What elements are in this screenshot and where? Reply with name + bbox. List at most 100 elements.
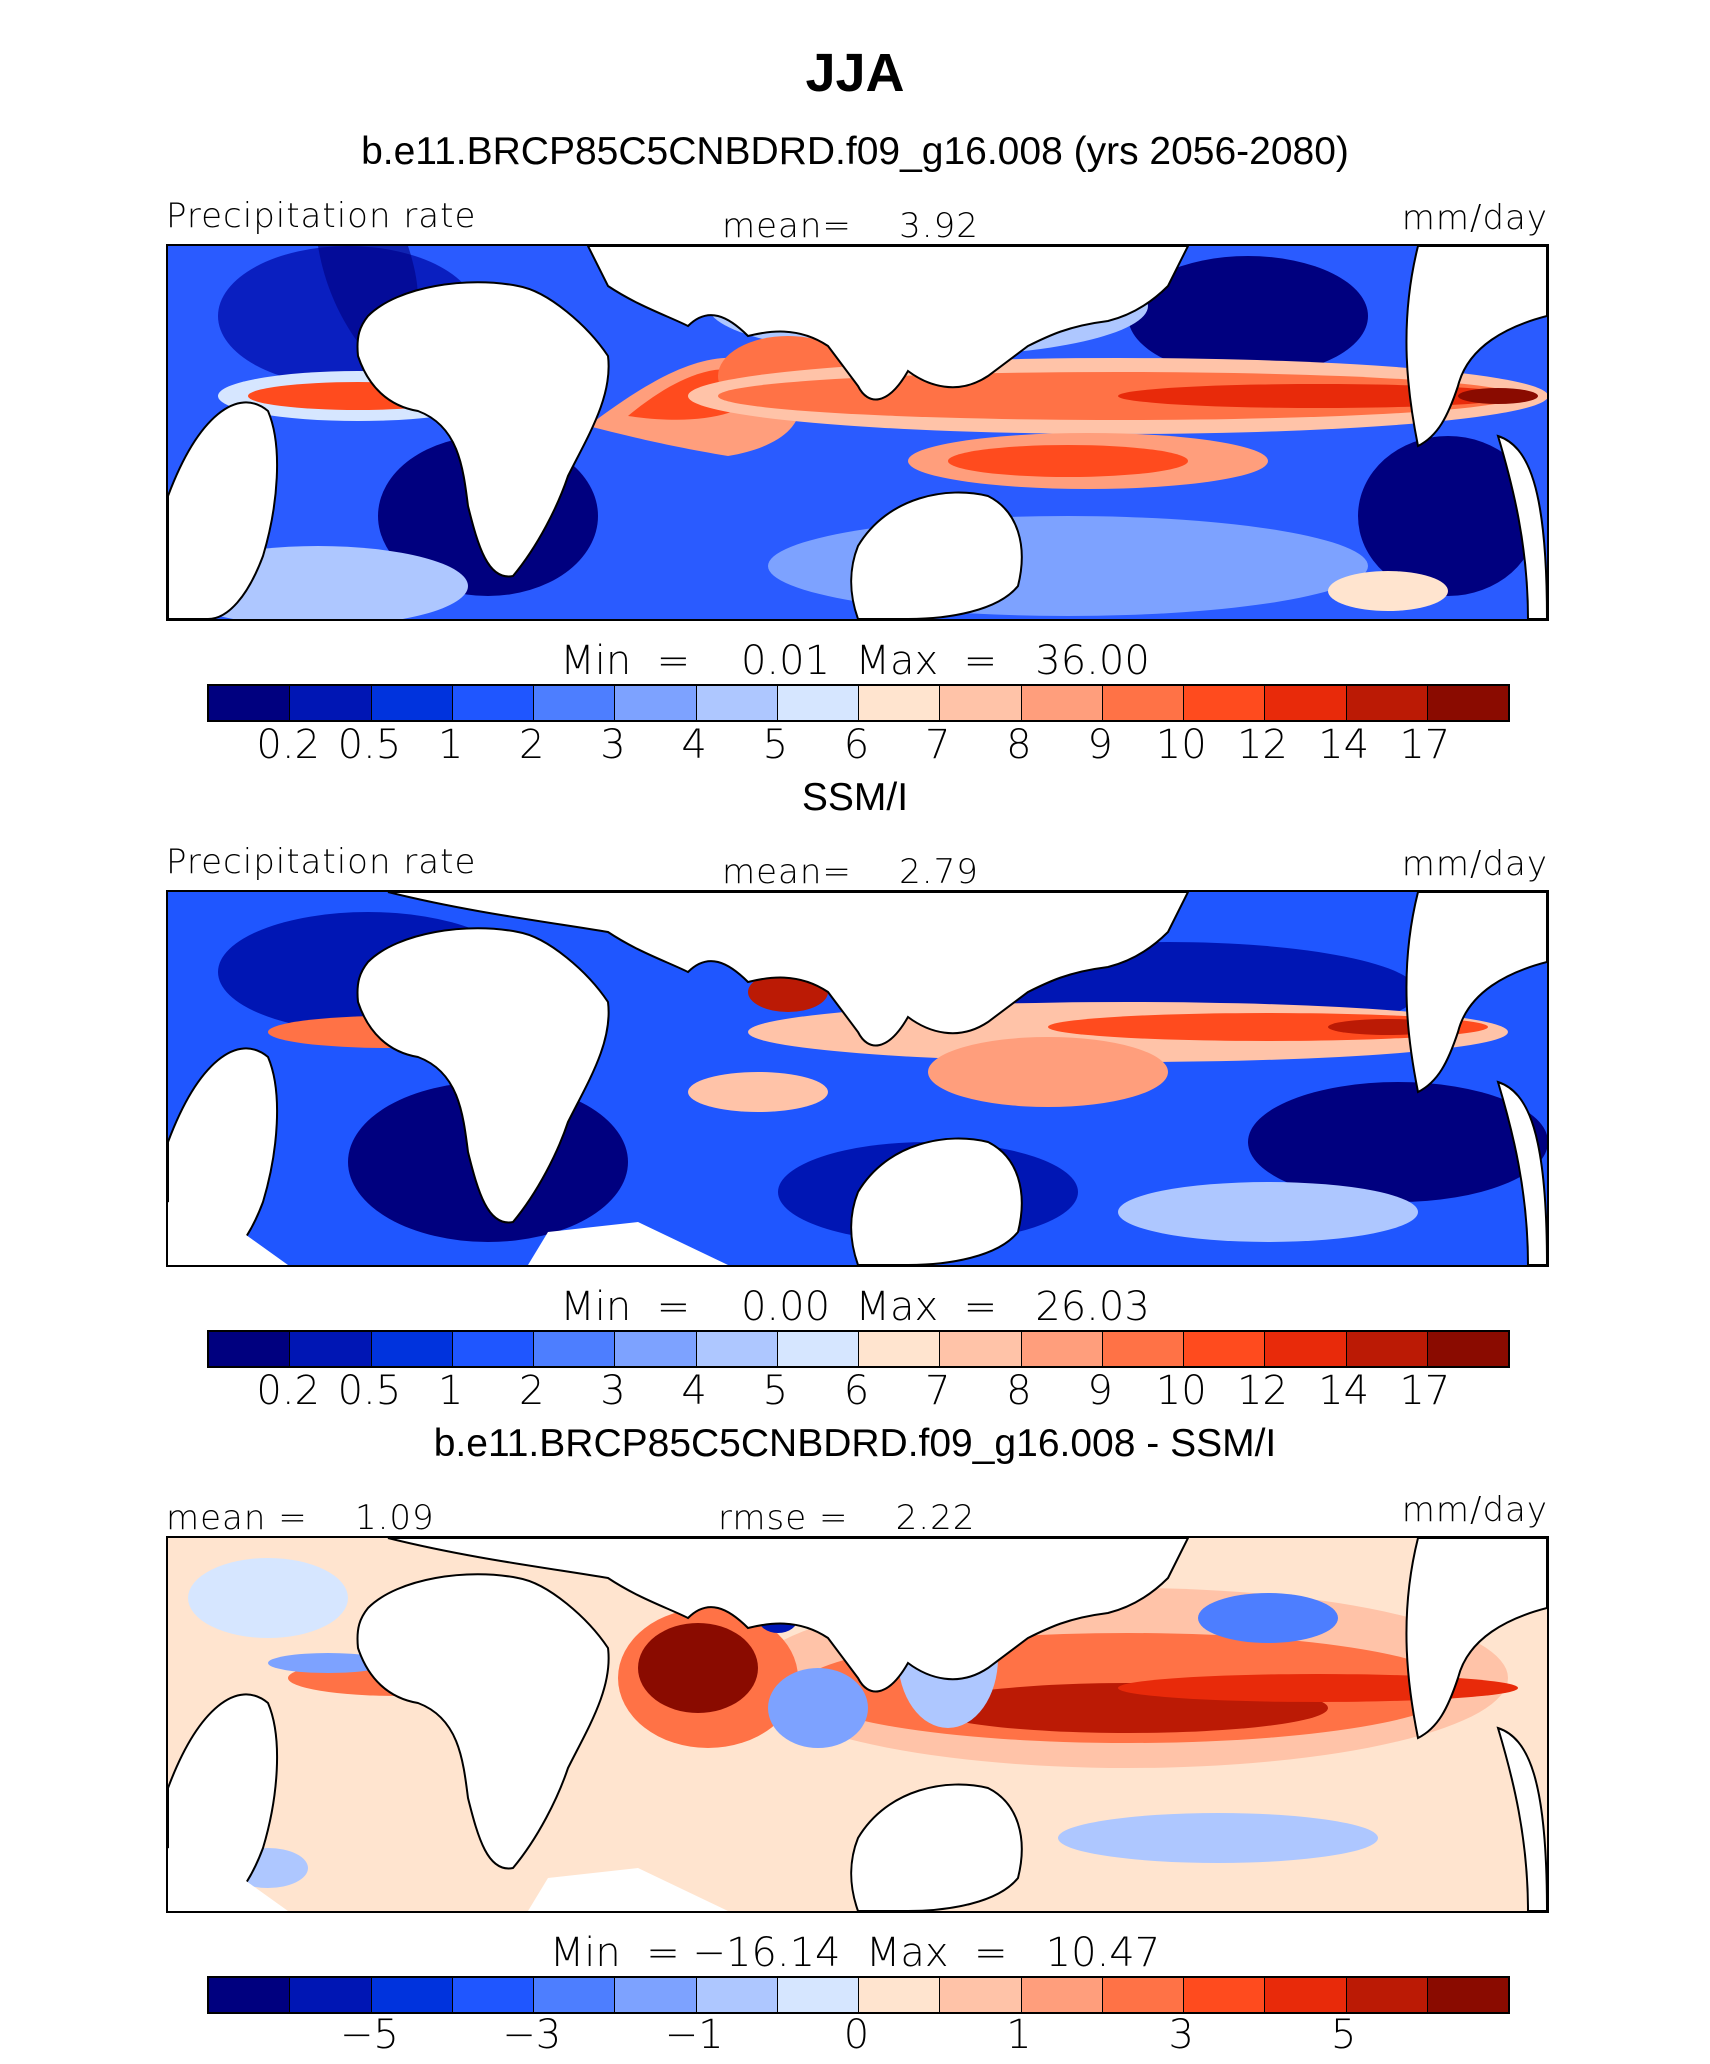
- colorbar-cell: [777, 686, 859, 720]
- colorbar-cell: [1184, 1978, 1266, 2012]
- colorbar-tick-label: 14: [1318, 722, 1370, 768]
- colorbar-tick-label: 0: [843, 2012, 870, 2058]
- colorbar-cell: [371, 1978, 453, 2012]
- panel1-mean-label: mean= 3.92: [722, 206, 979, 246]
- colorbar-tick-label: 7: [924, 1368, 951, 1414]
- figure-title: JJA: [805, 43, 905, 103]
- colorbar-tick-label: 3: [600, 722, 626, 768]
- colorbar-cell: [1102, 1978, 1184, 2012]
- panel2-mean-label: mean= 2.79: [722, 852, 979, 892]
- colorbar-cell: [777, 1332, 859, 1366]
- colorbar-cell: [290, 686, 372, 720]
- panel2-units-label: mm/day: [1401, 844, 1548, 884]
- colorbar-tick-label: 1: [437, 722, 464, 768]
- colorbar-cell: [452, 686, 534, 720]
- colorbar-cell: [696, 1332, 778, 1366]
- colorbar-tick-label: 5: [762, 722, 789, 768]
- panel1-heading: b.e11.BRCP85C5CNBDRD.f09_g16.008 (yrs 20…: [361, 130, 1349, 173]
- panel2-colorbar: [207, 1330, 1510, 1368]
- colorbar-tick-label: 8: [1006, 1368, 1032, 1414]
- colorbar-cell: [371, 686, 453, 720]
- colorbar-cell: [1102, 1332, 1184, 1366]
- colorbar-cell: [859, 1332, 941, 1366]
- colorbar-cell: [1184, 686, 1266, 720]
- panel1-left-label: Precipitation rate: [166, 196, 477, 236]
- colorbar-cell: [1102, 686, 1184, 720]
- panel3-minmax: Min = −16.14 Max = 10.47: [549, 1930, 1161, 1976]
- panel2-left-label: Precipitation rate: [166, 842, 477, 882]
- colorbar-tick-label: −3: [502, 2012, 562, 2058]
- colorbar-tick-label: 10: [1155, 722, 1207, 768]
- colorbar-cell: [290, 1978, 372, 2012]
- colorbar-tick-label: 1: [437, 1368, 464, 1414]
- colorbar-cell: [859, 1978, 941, 2012]
- colorbar-cell: [615, 1332, 697, 1366]
- colorbar-cell: [1346, 1332, 1428, 1366]
- colorbar-cell: [209, 686, 291, 720]
- colorbar-tick-label: 12: [1236, 1368, 1288, 1414]
- panel3-heading: b.e11.BRCP85C5CNBDRD.f09_g16.008 - SSM/I: [433, 1422, 1277, 1465]
- colorbar-cell: [940, 1978, 1022, 2012]
- colorbar-cell: [1021, 686, 1103, 720]
- panel3-map-svg: [168, 1538, 1547, 1911]
- colorbar-cell: [615, 1978, 697, 2012]
- colorbar-tick-label: 14: [1318, 1368, 1370, 1414]
- colorbar-cell: [371, 1332, 453, 1366]
- panel3-map: [166, 1536, 1549, 1913]
- colorbar-cell: [696, 686, 778, 720]
- colorbar-cell: [1184, 1332, 1266, 1366]
- colorbar-cell: [1265, 1978, 1347, 2012]
- colorbar-cell: [1265, 1332, 1347, 1366]
- colorbar-cell: [1021, 1332, 1103, 1366]
- panel1-colorbar-ticks: 0.2 0.5 1 2 3 4 5 6 7 8 9 10 12 14 17: [0, 722, 1710, 772]
- panel1-units-label: mm/day: [1401, 198, 1548, 238]
- colorbar-cell: [1346, 686, 1428, 720]
- panel2-map-svg: [168, 892, 1547, 1265]
- colorbar-tick-label: −1: [664, 2012, 724, 2058]
- panel3-units-label: mm/day: [1401, 1490, 1548, 1530]
- panel3-rmse-label: rmse = 2.22: [718, 1498, 976, 1538]
- panel2-heading: SSM/I: [801, 776, 909, 819]
- colorbar-cell: [534, 686, 616, 720]
- colorbar-tick-label: 2: [519, 1368, 545, 1414]
- panel1-map: [166, 244, 1549, 621]
- colorbar-cell: [452, 1978, 534, 2012]
- colorbar-tick-label: 9: [1087, 722, 1113, 768]
- panel2-map: [166, 890, 1549, 1267]
- colorbar-cell: [859, 686, 941, 720]
- colorbar-cell: [1265, 686, 1347, 720]
- colorbar-cell: [209, 1978, 291, 2012]
- panel1-colorbar: [207, 684, 1510, 722]
- colorbar-tick-label: 6: [843, 1368, 870, 1414]
- panel3-mean-label: mean = 1.09: [166, 1498, 435, 1538]
- colorbar-tick-label: 8: [1006, 722, 1032, 768]
- colorbar-cell: [1021, 1978, 1103, 2012]
- colorbar-tick-label: 12: [1236, 722, 1288, 768]
- colorbar-tick-label: 6: [843, 722, 870, 768]
- colorbar-cell: [940, 1332, 1022, 1366]
- colorbar-tick-label: 17: [1399, 1368, 1451, 1414]
- colorbar-tick-label: 0.5: [337, 1368, 402, 1414]
- colorbar-tick-label: 3: [1168, 2012, 1194, 2058]
- colorbar-tick-label: 5: [1330, 2012, 1357, 2058]
- colorbar-cell: [534, 1332, 616, 1366]
- colorbar-tick-label: 2: [519, 722, 545, 768]
- colorbar-tick-label: 4: [681, 1368, 707, 1414]
- colorbar-cell: [940, 686, 1022, 720]
- colorbar-tick-label: 0.5: [337, 722, 402, 768]
- colorbar-cell: [1427, 1978, 1508, 2012]
- panel2-colorbar-ticks: 0.2 0.5 1 2 3 4 5 6 7 8 9 10 12 14 17: [0, 1368, 1710, 1418]
- colorbar-tick-label: 1: [1006, 2012, 1032, 2058]
- colorbar-cell: [615, 686, 697, 720]
- colorbar-cell: [777, 1978, 859, 2012]
- colorbar-tick-label: 0.2: [256, 722, 320, 768]
- colorbar-tick-label: 10: [1155, 1368, 1207, 1414]
- panel1-map-svg: [168, 246, 1547, 619]
- colorbar-cell: [209, 1332, 291, 1366]
- colorbar-cell: [290, 1332, 372, 1366]
- colorbar-cell: [452, 1332, 534, 1366]
- colorbar-cell: [696, 1978, 778, 2012]
- colorbar-tick-label: 7: [924, 722, 951, 768]
- colorbar-tick-label: 5: [762, 1368, 789, 1414]
- colorbar-tick-label: 0.2: [256, 1368, 320, 1414]
